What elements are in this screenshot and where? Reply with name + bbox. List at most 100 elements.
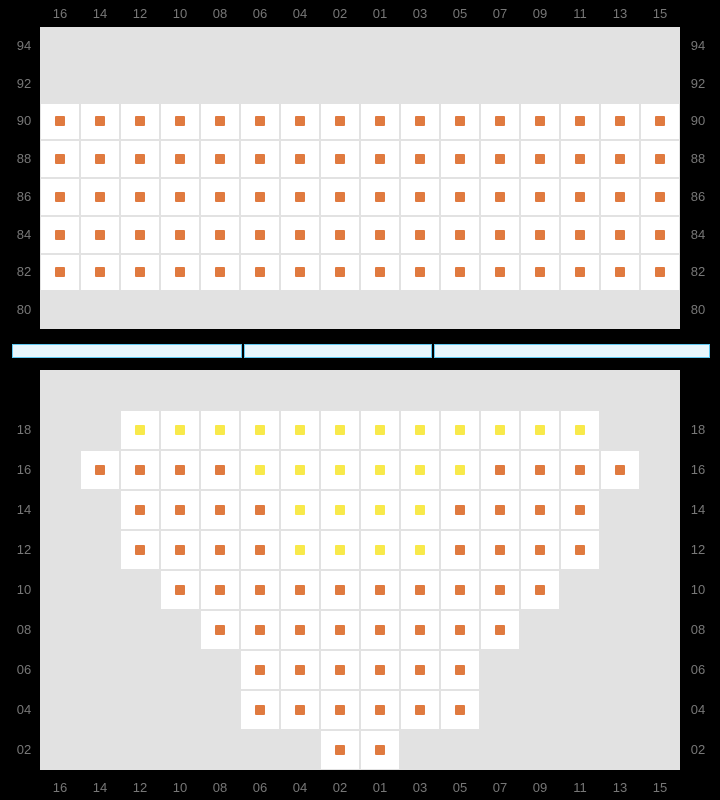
seat-cell[interactable] [560,450,600,490]
seat-cell[interactable] [360,570,400,610]
seat-cell[interactable] [560,410,600,450]
seat-cell[interactable] [320,490,360,530]
seat-cell[interactable] [440,216,480,254]
seat-cell[interactable] [160,254,200,292]
seat-cell[interactable] [560,254,600,292]
seat-cell[interactable] [400,570,440,610]
seat-cell[interactable] [600,103,640,141]
seat-cell[interactable] [520,216,560,254]
seat-cell[interactable] [520,490,560,530]
seat-cell[interactable] [440,490,480,530]
seat-cell[interactable] [320,450,360,490]
seat-cell[interactable] [160,140,200,178]
seat-cell[interactable] [360,730,400,770]
seat-cell[interactable] [480,610,520,650]
seat-cell[interactable] [120,216,160,254]
seat-cell[interactable] [160,490,200,530]
seat-cell[interactable] [600,450,640,490]
seat-cell[interactable] [280,178,320,216]
seat-cell[interactable] [600,140,640,178]
seat-cell[interactable] [160,570,200,610]
seat-cell[interactable] [80,216,120,254]
seat-cell[interactable] [240,610,280,650]
seat-cell[interactable] [160,450,200,490]
seat-cell[interactable] [240,103,280,141]
seat-cell[interactable] [600,216,640,254]
seat-cell[interactable] [400,410,440,450]
seat-cell[interactable] [520,410,560,450]
seat-cell[interactable] [160,530,200,570]
seat-cell[interactable] [240,254,280,292]
seat-cell[interactable] [360,410,400,450]
seat-cell[interactable] [640,103,680,141]
seat-cell[interactable] [640,178,680,216]
seat-cell[interactable] [480,570,520,610]
seat-cell[interactable] [480,254,520,292]
seat-cell[interactable] [320,610,360,650]
seat-cell[interactable] [440,690,480,730]
seat-cell[interactable] [320,690,360,730]
seat-cell[interactable] [520,178,560,216]
seat-cell[interactable] [120,178,160,216]
seat-cell[interactable] [440,254,480,292]
seat-cell[interactable] [80,450,120,490]
seat-cell[interactable] [200,410,240,450]
seat-cell[interactable] [280,650,320,690]
seat-cell[interactable] [240,530,280,570]
seat-cell[interactable] [360,216,400,254]
seat-cell[interactable] [480,450,520,490]
seat-cell[interactable] [280,570,320,610]
seat-cell[interactable] [80,103,120,141]
seat-cell[interactable] [560,530,600,570]
seat-cell[interactable] [320,216,360,254]
seat-cell[interactable] [400,530,440,570]
seat-cell[interactable] [400,140,440,178]
seat-cell[interactable] [520,530,560,570]
seat-cell[interactable] [440,570,480,610]
seat-cell[interactable] [360,530,400,570]
seat-cell[interactable] [600,178,640,216]
seat-cell[interactable] [160,103,200,141]
seat-cell[interactable] [200,103,240,141]
seat-cell[interactable] [400,103,440,141]
seat-cell[interactable] [400,254,440,292]
seat-cell[interactable] [400,216,440,254]
seat-cell[interactable] [200,490,240,530]
seat-cell[interactable] [240,450,280,490]
seat-cell[interactable] [160,410,200,450]
seat-cell[interactable] [240,490,280,530]
seat-cell[interactable] [520,103,560,141]
seat-cell[interactable] [440,103,480,141]
seat-cell[interactable] [320,140,360,178]
seat-cell[interactable] [360,650,400,690]
seat-cell[interactable] [440,410,480,450]
seat-cell[interactable] [360,690,400,730]
seat-cell[interactable] [440,140,480,178]
seat-cell[interactable] [600,254,640,292]
seat-cell[interactable] [120,450,160,490]
seat-cell[interactable] [440,610,480,650]
seat-cell[interactable] [480,410,520,450]
seat-cell[interactable] [240,140,280,178]
seat-cell[interactable] [160,178,200,216]
seat-cell[interactable] [400,490,440,530]
seat-cell[interactable] [320,103,360,141]
seat-cell[interactable] [560,140,600,178]
seat-cell[interactable] [360,610,400,650]
seat-cell[interactable] [400,690,440,730]
seat-cell[interactable] [320,730,360,770]
seat-cell[interactable] [280,490,320,530]
seat-cell[interactable] [280,450,320,490]
seat-cell[interactable] [200,450,240,490]
seat-cell[interactable] [40,216,80,254]
seat-cell[interactable] [240,410,280,450]
seat-cell[interactable] [400,610,440,650]
seat-cell[interactable] [640,216,680,254]
seat-cell[interactable] [320,410,360,450]
seat-cell[interactable] [360,178,400,216]
seat-cell[interactable] [400,650,440,690]
seat-cell[interactable] [280,690,320,730]
seat-cell[interactable] [400,450,440,490]
seat-cell[interactable] [320,530,360,570]
seat-cell[interactable] [480,103,520,141]
